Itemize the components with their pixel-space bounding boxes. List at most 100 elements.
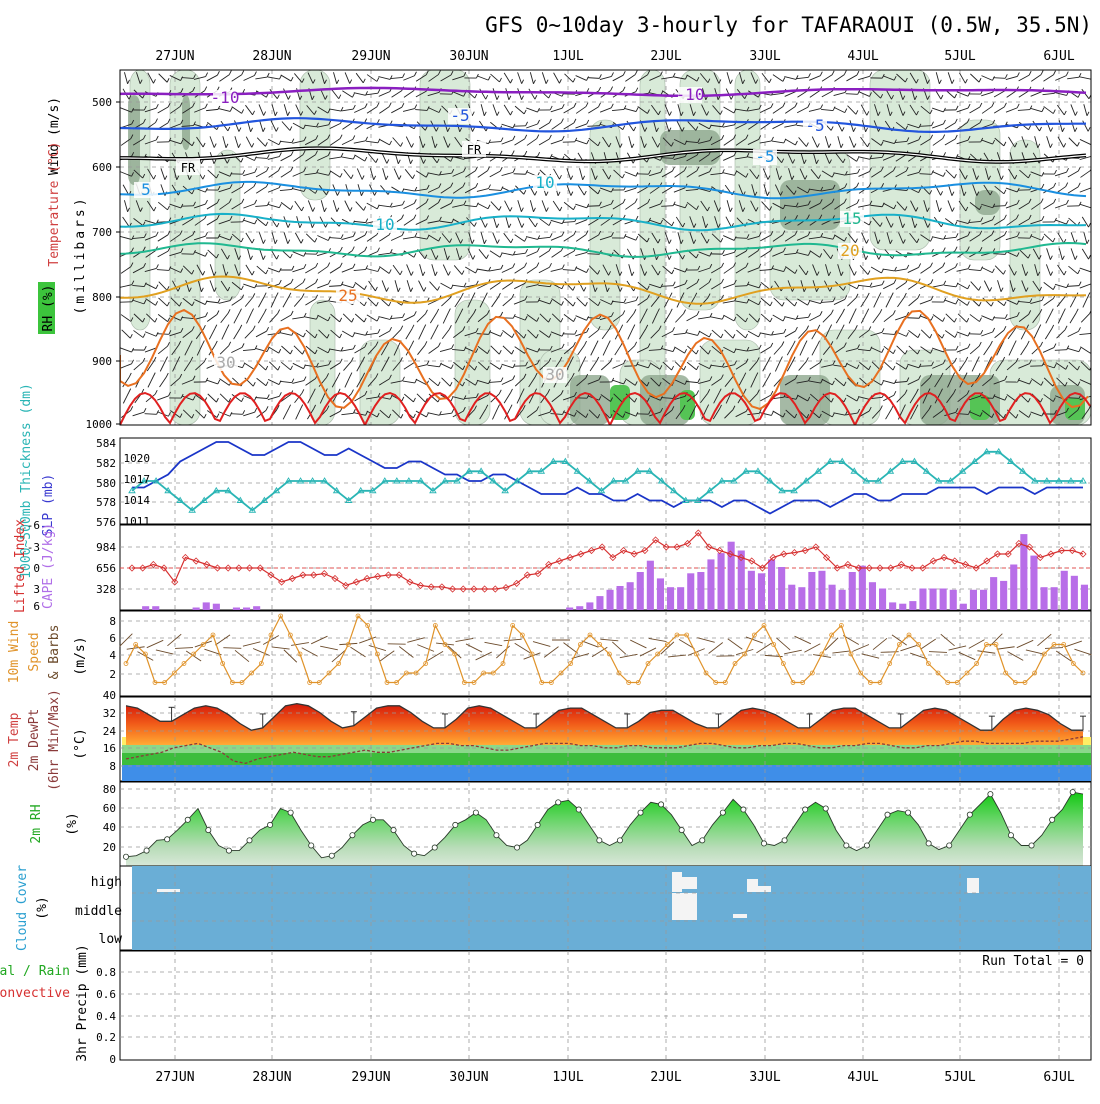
rh-marker xyxy=(700,838,705,843)
precip-panel: 0.80.60.40.20 Run Total = 0 Total / Rain… xyxy=(0,944,1091,1066)
rh-dark-region xyxy=(128,95,140,185)
top-date-label: 5JUL xyxy=(944,49,975,64)
wind-10m-barb xyxy=(223,648,241,649)
contour-label: 5 xyxy=(141,180,151,199)
wind-barb xyxy=(145,414,157,415)
wind-barb xyxy=(661,206,673,207)
top-date-label: 2JUL xyxy=(650,49,681,64)
thickness-tick-label: 580 xyxy=(96,477,116,490)
cape-bar xyxy=(818,571,825,610)
rh-marker xyxy=(535,822,540,827)
rh-marker xyxy=(350,833,355,838)
cape-bar xyxy=(1041,587,1048,610)
rh-marker xyxy=(844,843,849,848)
cape-bar xyxy=(849,572,856,610)
cloud-tick-label: low xyxy=(99,932,123,947)
cape-bar xyxy=(798,587,805,610)
cape-bar xyxy=(647,561,654,610)
pressure-tick-label: 600 xyxy=(92,161,112,174)
rh-marker xyxy=(782,838,787,843)
wind-barb xyxy=(587,206,599,207)
chart-title: GFS 0~10day 3-hourly for TAFARAOUI (0.5W… xyxy=(485,13,1092,37)
top-date-label: 30JUN xyxy=(449,49,488,64)
contour-label: 20 xyxy=(840,241,859,260)
bottom-date-label: 28JUN xyxy=(252,1070,291,1085)
contour-label: -5 xyxy=(755,147,774,166)
top-date-label: 29JUN xyxy=(351,49,390,64)
rh-tick-label: 40 xyxy=(103,821,116,834)
wind-barb xyxy=(514,174,526,175)
rh-marker xyxy=(391,827,396,832)
cape-bar xyxy=(718,553,725,610)
rh-marker xyxy=(247,838,252,843)
wind-barb-flag xyxy=(1091,75,1093,79)
rh-marker xyxy=(741,807,746,812)
cloud-unit: (%) xyxy=(35,896,50,919)
cape-bar xyxy=(213,604,220,610)
wind-barb xyxy=(920,366,932,367)
thickness-tick-label: 576 xyxy=(96,516,116,529)
contour-label: 25 xyxy=(338,286,357,305)
pressure-tick-label: 500 xyxy=(92,96,112,109)
li-tick-label: 6 xyxy=(33,600,40,613)
contour-label: -5 xyxy=(450,106,469,125)
rh-marker xyxy=(309,843,314,848)
precip-tick-label: 0.8 xyxy=(96,966,116,979)
rh-moist-region xyxy=(610,385,630,420)
cape-bar xyxy=(919,589,926,611)
temp-band-warm-top xyxy=(122,745,1091,753)
cape-bar xyxy=(1071,576,1078,610)
contour-label: FR xyxy=(181,161,196,175)
wind-tick-label: 40 xyxy=(103,689,116,702)
li-tick-label: 0 xyxy=(33,562,40,575)
bottom-date-label: 3JUL xyxy=(749,1070,780,1085)
cape-bar xyxy=(667,587,674,610)
bottom-date-label: 29JUN xyxy=(351,1070,390,1085)
contour-label: FR xyxy=(467,143,482,157)
wind-barb xyxy=(735,238,747,239)
thickness-tick-label: 582 xyxy=(96,457,116,470)
rh-marker xyxy=(494,833,499,838)
temp-tick-label: 32 xyxy=(103,707,116,720)
rh-marker xyxy=(412,851,417,856)
cape-bar xyxy=(839,590,846,610)
cape-bar xyxy=(637,572,644,610)
cloud-cell xyxy=(672,872,682,892)
rh-tick-label: 20 xyxy=(103,841,116,854)
rh-marker xyxy=(638,810,643,815)
cape-bar xyxy=(990,577,997,610)
rh-dark-region xyxy=(660,130,720,165)
rh-dark-region xyxy=(975,190,1000,215)
precip-label-c: 3hr Precip (mm) xyxy=(75,944,90,1061)
pressure-tick-label: 800 xyxy=(92,291,112,304)
rh-marker xyxy=(761,841,766,846)
precip-axis: 0.80.60.40.20 xyxy=(96,966,116,1066)
cloud-cell xyxy=(758,886,771,892)
cape-tick-label: 984 xyxy=(96,541,116,554)
temp-tick-label: 16 xyxy=(103,742,116,755)
temp-label-b: 2m DewPt xyxy=(27,709,42,772)
wind10-label-c: & Barbs xyxy=(47,625,62,680)
wind-barb xyxy=(587,254,599,255)
rh-tick-label: 80 xyxy=(103,783,116,796)
rh-marker xyxy=(1070,789,1075,794)
li-tick-label: -6 xyxy=(27,519,40,532)
rh-marker xyxy=(144,848,149,853)
cape-bar xyxy=(1010,565,1017,611)
cape-bar xyxy=(778,567,785,610)
cape-bar xyxy=(586,602,593,610)
top-date-label: 4JUL xyxy=(847,49,878,64)
temp-tick-label: 8 xyxy=(109,760,116,773)
rh-marker xyxy=(473,810,478,815)
cloud-tick-label: middle xyxy=(75,904,122,919)
